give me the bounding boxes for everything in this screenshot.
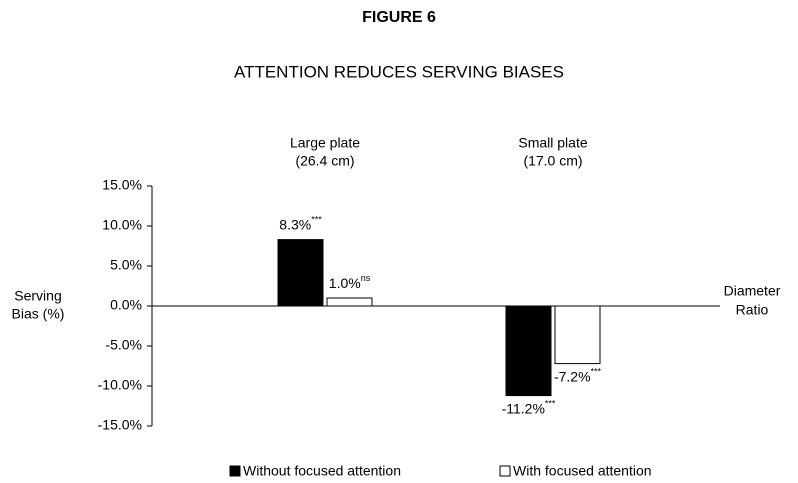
value-label: 8.3%***	[279, 215, 322, 232]
y-tick-label: -15.0%	[98, 417, 142, 433]
y-tick-label: -10.0%	[98, 377, 142, 393]
legend-label: With focused attention	[513, 463, 652, 479]
x-axis-label: Ratio	[736, 302, 769, 318]
category-sublabel: (17.0 cm)	[523, 153, 582, 169]
category-label: Small plate	[518, 135, 587, 151]
category-label: Large plate	[290, 135, 360, 151]
bar	[554, 305, 601, 365]
chart-subtitle: ATTENTION REDUCES SERVING BIASES	[234, 62, 564, 81]
significance-label: ***	[591, 367, 602, 377]
y-axis-label: Serving	[14, 288, 61, 304]
value-label-text: -7.2%	[554, 368, 591, 384]
y-tick-label: 15.0%	[102, 177, 142, 193]
value-label-text: 1.0%	[329, 275, 361, 291]
bar	[326, 297, 373, 307]
significance-label: ns	[361, 273, 371, 283]
y-tick-label: 10.0%	[102, 217, 142, 233]
value-label-text: -11.2%	[502, 400, 545, 416]
legend-label: Without focused attention	[243, 463, 401, 479]
category-sublabel: (26.4 cm)	[295, 153, 354, 169]
y-tick-label: 5.0%	[110, 257, 142, 273]
bar	[505, 305, 552, 397]
value-label-text: 8.3%	[279, 216, 311, 232]
bar	[277, 239, 324, 307]
y-axis-label: Bias (%)	[12, 306, 65, 322]
significance-label: ***	[545, 399, 556, 409]
legend-swatch	[499, 465, 511, 477]
value-label: 1.0%ns	[329, 273, 371, 290]
x-axis-label: Diameter	[724, 283, 781, 299]
chart-title: FIGURE 6	[362, 9, 436, 26]
significance-label: ***	[311, 215, 322, 225]
legend-swatch	[229, 465, 241, 477]
value-label: -7.2%***	[554, 367, 602, 384]
y-tick-label: -5.0%	[105, 337, 142, 353]
value-label: -11.2%***	[502, 399, 556, 416]
y-tick-label: 0.0%	[110, 297, 142, 313]
